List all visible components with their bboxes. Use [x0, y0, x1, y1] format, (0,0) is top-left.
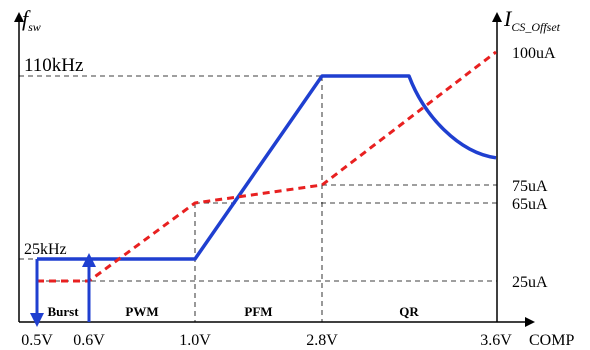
right-axis-title-main: I [503, 6, 513, 31]
left-tick-25khz: 25kHz [24, 241, 67, 258]
left-axis-title: fsw [22, 6, 41, 34]
series-cs-offset-current-line [37, 50, 497, 283]
right-axis-title-sub: CS_Offset [511, 20, 560, 34]
region-label-burst: Burst [47, 304, 79, 319]
right-tick-65ua: 65uA [512, 196, 548, 213]
right-tick-25ua: 25uA [512, 274, 548, 291]
series-switching-frequency-line [37, 74, 497, 261]
x-tick-3-6v: 3.6V [480, 332, 512, 349]
x-tick-1-0v: 1.0V [179, 332, 211, 349]
right-tick-100ua: 100uA [512, 45, 556, 62]
x-axis-title: COMP [529, 332, 574, 349]
region-label-qr: QR [399, 304, 419, 319]
right-tick-75ua: 75uA [512, 178, 548, 195]
right-axis-title: ICS_Offset [503, 6, 561, 34]
left-axis-title-main: f [22, 6, 31, 31]
x-tick-0-6v: 0.6V [73, 332, 105, 349]
left-tick-110khz: 110kHz [24, 55, 83, 76]
x-tick-0-5v: 0.5V [21, 332, 53, 349]
region-label-pfm: PFM [244, 304, 272, 319]
x-tick-2-8v: 2.8V [306, 332, 338, 349]
region-label-pwm: PWM [125, 304, 158, 319]
left-axis-title-sub: sw [28, 20, 41, 34]
